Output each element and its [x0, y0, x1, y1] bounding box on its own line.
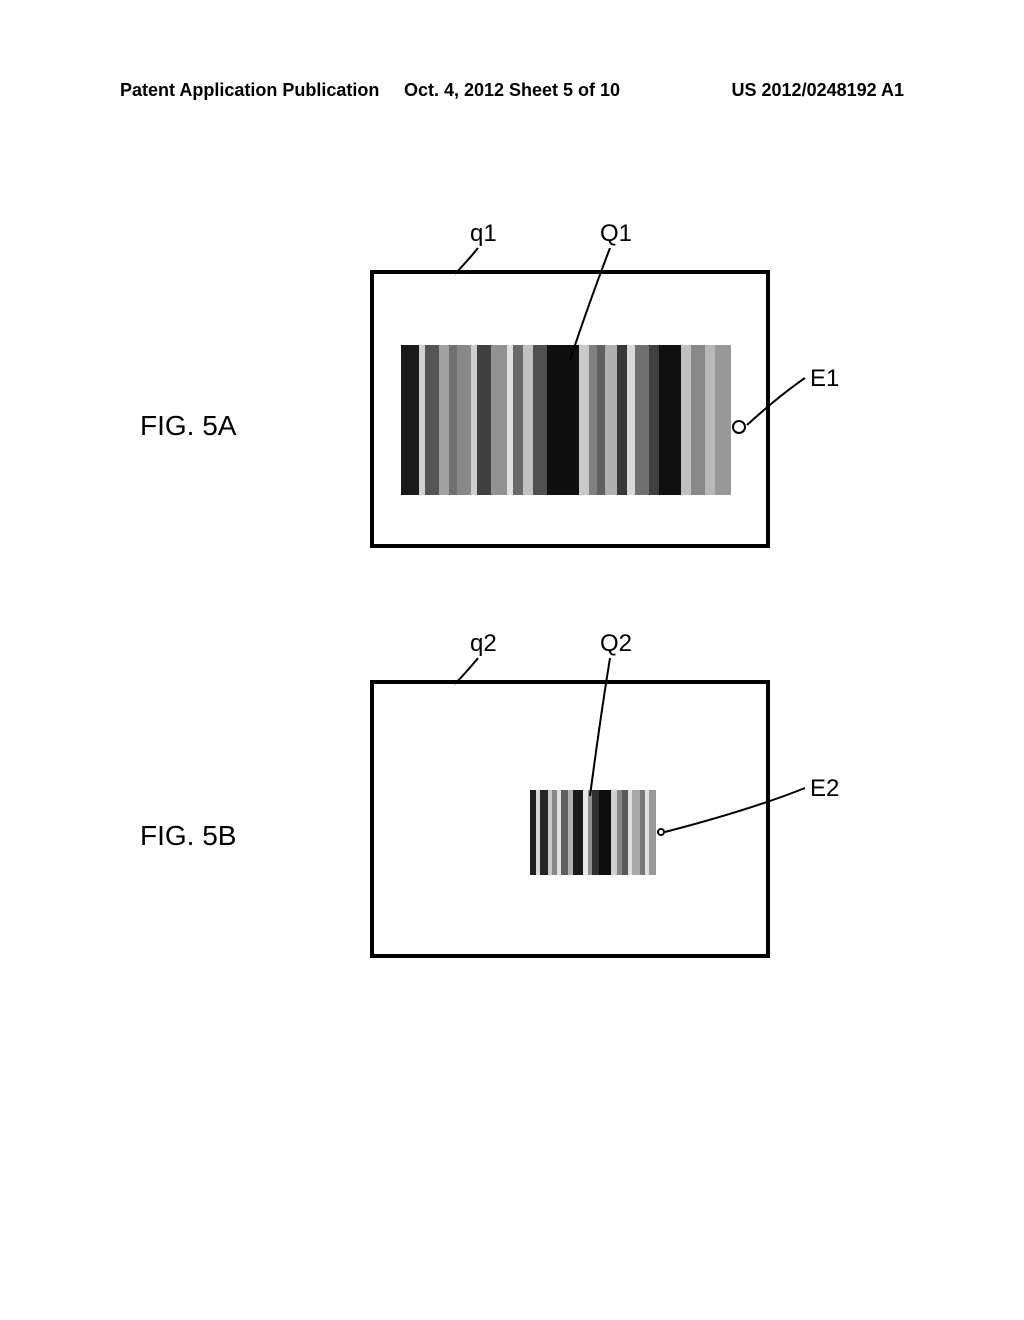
barcode-bar	[597, 345, 605, 495]
figure-5b-label: FIG. 5B	[140, 820, 236, 852]
leader-q2	[0, 0, 1024, 1320]
barcode-bar	[627, 345, 635, 495]
barcode-bar	[491, 345, 507, 495]
barcode-bar	[589, 345, 597, 495]
barcode-bar	[523, 345, 533, 495]
barcode-bar	[715, 345, 731, 495]
header-center: Oct. 4, 2012 Sheet 5 of 10	[381, 80, 642, 101]
e1-circle-marker	[732, 420, 746, 434]
figure-5a-label: FIG. 5A	[140, 410, 236, 442]
barcode-bar	[635, 345, 649, 495]
barcode-bar	[573, 790, 583, 875]
callout-E1: E1	[810, 365, 839, 393]
barcode-bar	[691, 345, 705, 495]
barcode-bar	[449, 345, 457, 495]
barcode-bar	[632, 790, 640, 875]
barcode-bar	[547, 345, 579, 495]
callout-Q1-upper: Q1	[600, 220, 632, 248]
callout-Q2-upper: Q2	[600, 630, 632, 658]
barcode-bar	[533, 345, 547, 495]
barcode-bar	[513, 345, 523, 495]
barcode-bar	[681, 345, 691, 495]
header-right: US 2012/0248192 A1	[643, 80, 904, 101]
barcode-bar	[605, 345, 617, 495]
barcode-bar	[705, 345, 715, 495]
leader-q1	[0, 0, 1024, 1320]
barcode-bar	[649, 790, 656, 875]
barcode-bar	[649, 345, 659, 495]
barcode-bar	[592, 790, 599, 875]
barcode-bar	[457, 345, 471, 495]
barcode-bar	[579, 345, 589, 495]
barcode-bar	[617, 345, 627, 495]
figure-5b-barcode	[530, 790, 660, 875]
header-left: Patent Application Publication	[120, 80, 381, 101]
barcode-bar	[599, 790, 611, 875]
callout-q2: q2	[470, 630, 497, 658]
barcode-bar	[540, 790, 548, 875]
barcode-bar	[561, 790, 568, 875]
figure-5a-barcode	[401, 345, 741, 495]
e2-circle-marker	[657, 828, 665, 836]
barcode-bar	[401, 345, 419, 495]
barcode-bar	[659, 345, 681, 495]
callout-q1: q1	[470, 220, 497, 248]
callout-E2: E2	[810, 775, 839, 803]
page-header: Patent Application Publication Oct. 4, 2…	[0, 80, 1024, 101]
barcode-bar	[439, 345, 449, 495]
barcode-bar	[425, 345, 439, 495]
barcode-bar	[477, 345, 491, 495]
